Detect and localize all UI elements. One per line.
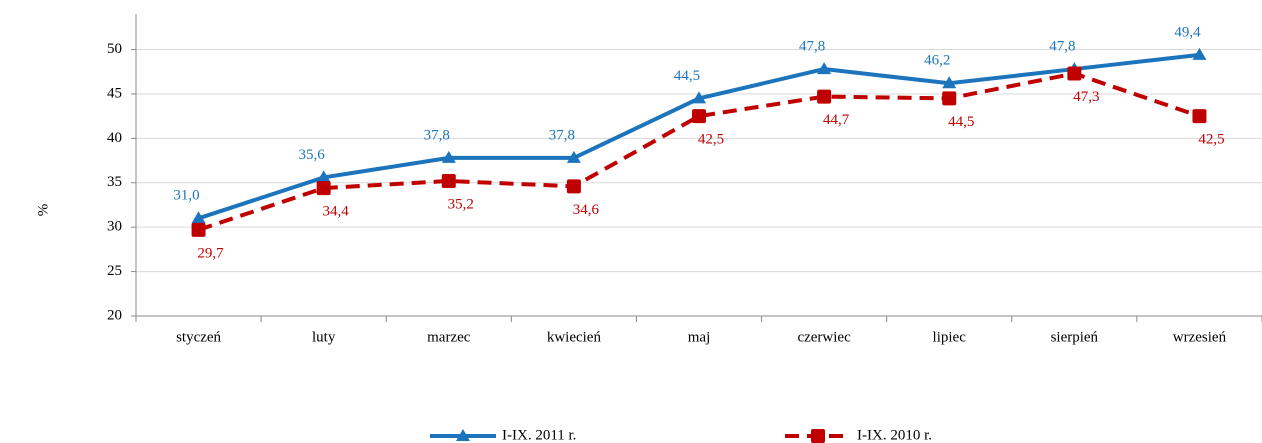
- point-marker: [1192, 47, 1207, 60]
- point-marker: [316, 181, 331, 196]
- point-marker: [692, 91, 706, 104]
- data-label: 37,8: [549, 127, 575, 143]
- point-marker: [191, 222, 206, 237]
- x-tick-label: wrzesień: [1173, 329, 1227, 345]
- point-marker: [942, 76, 957, 89]
- y-tick-label: 30: [107, 219, 122, 235]
- x-tick-label: maj: [688, 329, 711, 345]
- legend-label: I-IX. 2011 r.: [502, 427, 576, 443]
- point-marker: [191, 211, 206, 224]
- data-label: 34,4: [323, 204, 350, 220]
- x-tick-label: marzec: [427, 329, 471, 345]
- legend-marker: [456, 429, 470, 441]
- series-line: [197, 71, 1201, 232]
- x-tick-label: lipiec: [933, 329, 967, 345]
- y-tick-label: 35: [107, 174, 122, 190]
- data-label: 42,5: [698, 132, 724, 148]
- data-label: 29,7: [197, 245, 224, 261]
- data-label: 37,8: [424, 127, 450, 143]
- data-label: 31,0: [173, 188, 199, 204]
- legend-label: I-IX. 2010 r.: [857, 427, 932, 443]
- data-label: 47,8: [1049, 39, 1075, 55]
- data-label: 35,6: [299, 147, 326, 163]
- y-tick-label: 25: [107, 263, 122, 279]
- x-tick-label: luty: [312, 329, 336, 345]
- point-marker: [817, 89, 832, 104]
- point-marker: [692, 109, 706, 124]
- x-tick-label: styczeń: [176, 329, 221, 345]
- point-marker: [441, 173, 456, 188]
- data-label: 49,4: [1174, 24, 1201, 40]
- point-marker: [817, 62, 832, 75]
- point-marker: [1192, 109, 1207, 124]
- x-tick-label: czerwiec: [797, 329, 851, 345]
- point-marker: [566, 150, 581, 163]
- data-label: 44,5: [948, 114, 974, 130]
- point-marker: [441, 150, 456, 163]
- point-marker: [1067, 66, 1082, 81]
- data-label: 44,7: [823, 112, 850, 128]
- y-tick-label: 50: [107, 41, 122, 57]
- data-label: 46,2: [924, 53, 950, 69]
- data-label: 42,5: [1198, 132, 1224, 148]
- point-marker: [316, 170, 331, 183]
- data-label: 44,5: [674, 68, 700, 84]
- y-tick-label: 40: [107, 130, 122, 146]
- data-label: 35,2: [448, 196, 474, 212]
- x-tick-label: kwiecień: [547, 329, 602, 345]
- data-label: 34,6: [573, 202, 600, 218]
- data-label: 47,3: [1073, 89, 1099, 105]
- y-tick-label: 20: [107, 307, 122, 323]
- y-axis-label: %: [35, 204, 51, 217]
- point-marker: [566, 179, 581, 194]
- data-label: 47,8: [799, 39, 825, 55]
- legend-marker: [811, 429, 825, 443]
- point-marker: [942, 91, 957, 106]
- y-tick-label: 45: [107, 85, 122, 101]
- x-tick-label: sierpień: [1051, 329, 1099, 345]
